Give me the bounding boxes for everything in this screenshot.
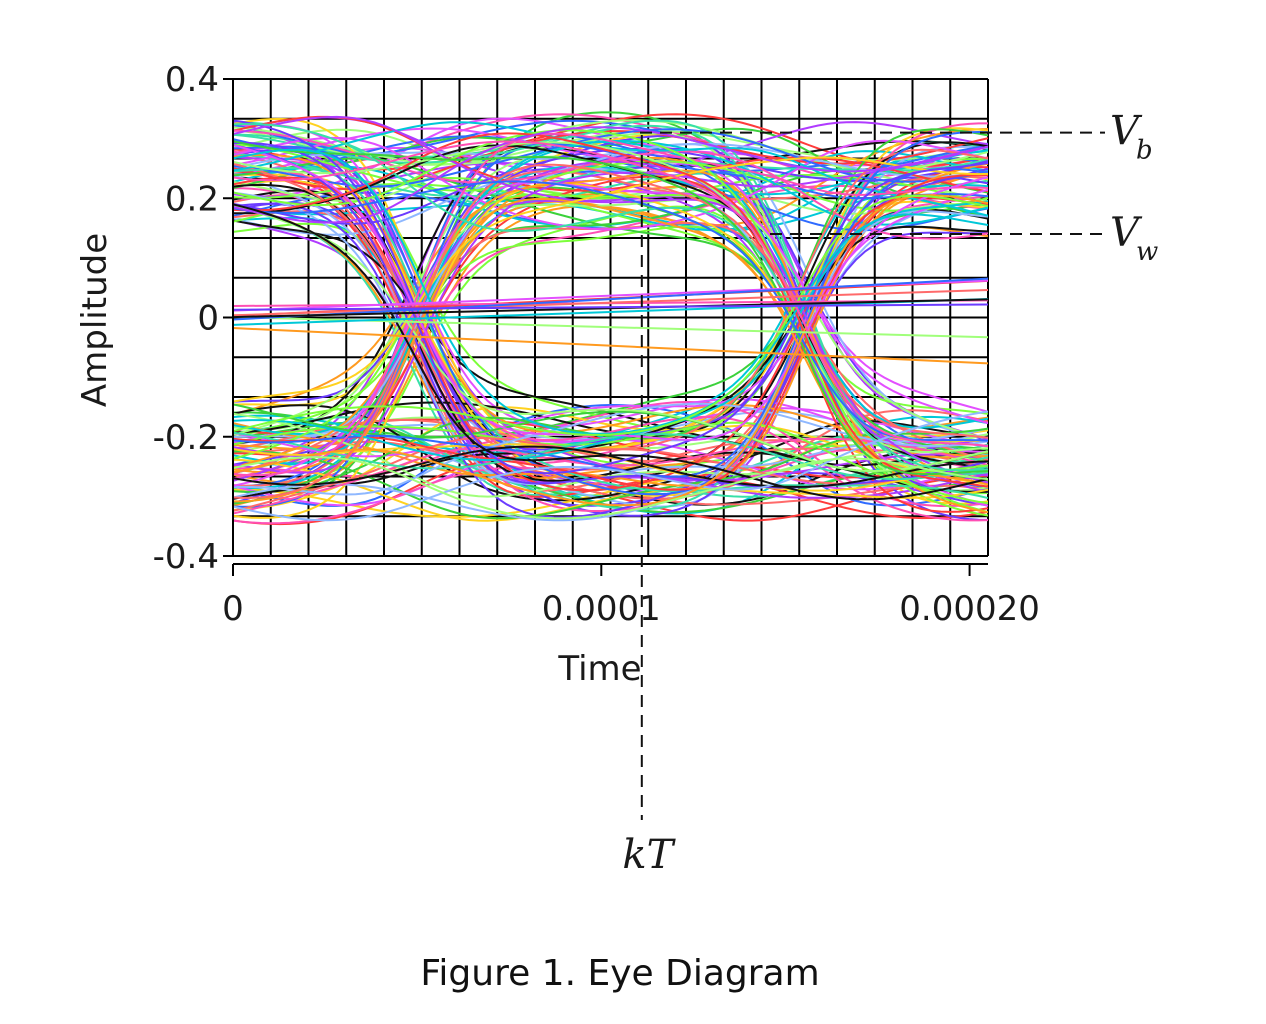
eye-trace: [233, 132, 988, 488]
y-axis-title: Amplitude: [75, 233, 115, 407]
annotation-vw: V: [1110, 210, 1143, 256]
y-tick-label: -0.2: [153, 418, 219, 458]
eye-trace: [233, 277, 988, 321]
eye-trace: [233, 181, 988, 487]
x-tick-label: 0.00020: [899, 589, 1040, 629]
eye-trace: [233, 141, 988, 475]
eye-trace: [233, 123, 988, 472]
figure-caption: Figure 1. Eye Diagram: [420, 953, 819, 994]
eye-trace: [233, 141, 988, 453]
eye-trace: [233, 128, 988, 188]
eye-trace: [233, 170, 988, 520]
eye-trace: [233, 180, 988, 442]
eye-trace: [233, 410, 988, 522]
x-axis-title: Time: [557, 649, 641, 689]
eye-trace: [233, 126, 988, 224]
eye-trace: [233, 200, 988, 462]
eye-trace: [233, 288, 988, 317]
eye-trace: [233, 148, 988, 512]
eye-trace: [233, 132, 988, 477]
eye-trace: [233, 148, 988, 225]
eye-trace: [233, 421, 988, 505]
eye-trace: [233, 188, 988, 458]
eye-trace: [233, 198, 988, 440]
eye-trace: [233, 205, 988, 473]
eye-trace: [233, 144, 988, 489]
eye-trace: [233, 203, 988, 501]
eye-trace: [233, 456, 988, 520]
y-tick-label: 0.2: [165, 179, 219, 219]
eye-trace: [233, 194, 988, 436]
eye-trace: [233, 194, 988, 507]
annotation-vb: V: [1110, 109, 1143, 155]
eye-trace: [233, 148, 988, 435]
eye-trace: [233, 303, 988, 311]
eye-trace: [233, 183, 988, 493]
eye-trace: [233, 163, 988, 499]
eye-trace: [233, 327, 988, 365]
y-tick-label: -0.4: [153, 537, 219, 577]
y-tick-labels: 0.4 0.2 0 -0.2 -0.4: [153, 60, 233, 577]
annotation-kt: kT: [622, 832, 676, 878]
eye-trace: [233, 140, 988, 447]
eye-trace: [233, 298, 988, 326]
eye-trace: [233, 403, 988, 507]
eye-trace: [233, 202, 988, 519]
eye-trace: [233, 168, 988, 522]
eye-trace: [233, 225, 988, 517]
eye-trace: [233, 402, 988, 496]
x-tick-labels: 0 0.0001 0.00020: [222, 564, 1040, 629]
annotation-vw-subscript: w: [1136, 237, 1158, 267]
y-tick-label: 0.4: [165, 60, 219, 100]
eye-trace: [233, 431, 988, 481]
annotation-vb-subscript: b: [1136, 136, 1153, 166]
eye-trace: [233, 115, 988, 484]
eye-trace: [233, 124, 988, 463]
eye-trace: [233, 298, 988, 319]
eye-trace: [233, 156, 988, 403]
x-tick-label: 0.0001: [542, 589, 661, 629]
eye-trace: [233, 210, 988, 522]
eye-trace: [233, 128, 988, 505]
eye-trace: [233, 166, 988, 499]
y-tick-label: 0: [197, 299, 219, 339]
x-tick-label: 0: [222, 589, 244, 629]
eye-trace: [233, 140, 988, 476]
eye-traces: [233, 111, 988, 526]
